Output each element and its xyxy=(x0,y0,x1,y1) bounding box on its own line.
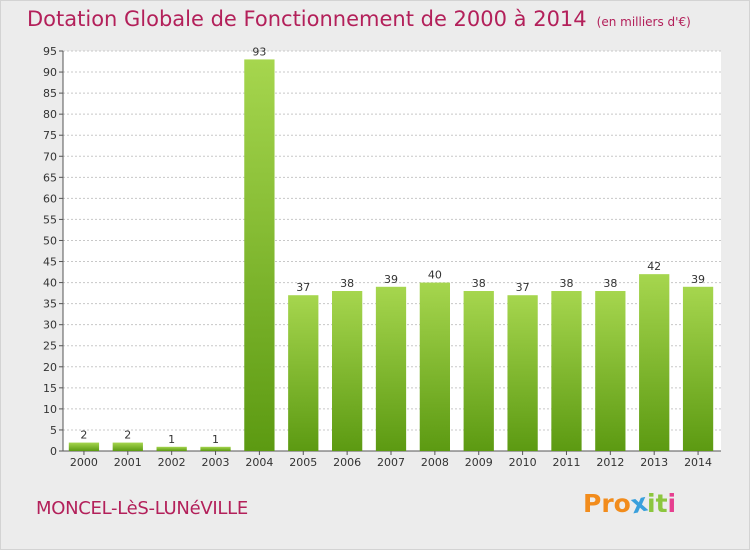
y-tick-label: 90 xyxy=(43,66,57,79)
proxiti-logo: Proxiti xyxy=(583,488,677,520)
x-tick-label: 2000 xyxy=(70,456,98,469)
x-tick-label: 2009 xyxy=(465,456,493,469)
y-tick-label: 15 xyxy=(43,382,57,395)
logo-letter: P xyxy=(583,489,602,518)
bar xyxy=(288,295,319,451)
x-tick-label: 2008 xyxy=(421,456,449,469)
logo-letter: r xyxy=(601,489,614,518)
bar xyxy=(331,291,363,451)
logo-letter: i xyxy=(647,489,656,518)
y-tick-label: 0 xyxy=(50,445,57,458)
y-tick-label: 5 xyxy=(50,424,57,437)
y-tick-label: 50 xyxy=(43,234,57,247)
x-tick-label: 2013 xyxy=(640,456,668,469)
bar xyxy=(595,291,626,451)
bar-value-label: 38 xyxy=(472,277,486,290)
bar-value-label: 93 xyxy=(252,45,266,58)
y-tick-label: 40 xyxy=(43,277,57,290)
bar-value-label: 2 xyxy=(124,429,131,442)
y-tick-label: 95 xyxy=(43,45,57,58)
y-tick-label: 55 xyxy=(43,213,57,226)
y-tick-label: 65 xyxy=(43,171,57,184)
y-tick-label: 75 xyxy=(43,129,57,142)
x-tick-label: 2011 xyxy=(552,456,580,469)
bar xyxy=(507,295,538,451)
bar xyxy=(463,291,494,451)
logo-letter: t xyxy=(655,489,668,518)
bar xyxy=(551,291,582,451)
bar xyxy=(682,286,714,451)
chart-subtitle: (en milliers d'€) xyxy=(596,15,691,29)
y-tick-label: 10 xyxy=(43,403,57,416)
y-tick-label: 85 xyxy=(43,87,57,100)
bar xyxy=(375,286,407,451)
y-tick-label: 80 xyxy=(43,108,57,121)
x-tick-label: 2001 xyxy=(114,456,142,469)
y-tick-label: 20 xyxy=(43,361,57,374)
bar-value-label: 1 xyxy=(168,433,175,446)
x-tick-label: 2004 xyxy=(245,456,273,469)
bar-value-label: 39 xyxy=(691,273,705,286)
bar xyxy=(156,446,187,451)
x-tick-label: 2002 xyxy=(158,456,186,469)
y-tick-label: 45 xyxy=(43,256,57,269)
bar-value-label: 37 xyxy=(296,281,310,294)
bar-value-label: 1 xyxy=(212,433,219,446)
bar-value-label: 42 xyxy=(647,260,661,273)
bar-value-label: 38 xyxy=(603,277,617,290)
y-tick-label: 60 xyxy=(43,192,57,205)
bar xyxy=(639,274,670,451)
y-tick-label: 70 xyxy=(43,150,57,163)
chart-title: Dotation Globale de Fonctionnement de 20… xyxy=(27,7,691,31)
bar-value-label: 2 xyxy=(80,429,87,442)
bar xyxy=(244,59,275,451)
bar-value-label: 39 xyxy=(384,273,398,286)
x-tick-label: 2010 xyxy=(509,456,537,469)
logo-letter: i xyxy=(667,489,677,518)
bar-value-label: 37 xyxy=(516,281,530,294)
x-tick-label: 2012 xyxy=(596,456,624,469)
y-tick-label: 35 xyxy=(43,298,57,311)
x-tick-label: 2003 xyxy=(202,456,230,469)
logo-letter: o xyxy=(613,489,631,518)
bar-value-label: 40 xyxy=(428,269,442,282)
chart-title-text: Dotation Globale de Fonctionnement de 20… xyxy=(27,7,587,31)
bar-value-label: 38 xyxy=(340,277,354,290)
y-tick-label: 30 xyxy=(43,319,57,332)
x-tick-label: 2007 xyxy=(377,456,405,469)
x-tick-label: 2014 xyxy=(684,456,712,469)
bar xyxy=(112,442,143,451)
bar-value-label: 38 xyxy=(559,277,573,290)
x-tick-label: 2006 xyxy=(333,456,361,469)
x-tick-label: 2005 xyxy=(289,456,317,469)
bar xyxy=(68,442,100,451)
bar xyxy=(200,446,231,451)
bar xyxy=(419,282,451,451)
commune-name: MONCEL-LèS-LUNéVILLE xyxy=(36,498,248,519)
y-tick-label: 25 xyxy=(43,340,57,353)
